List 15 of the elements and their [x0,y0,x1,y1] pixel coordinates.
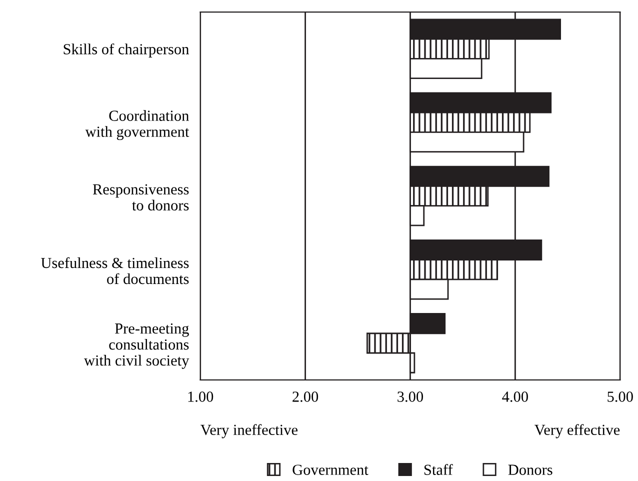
x-tick-label: 4.00 [502,392,528,402]
y-tick-label: Responsiveness to donors [92,184,189,211]
y-tick-label: Skills of chairperson [64,43,189,58]
legend-label: Staff [424,464,453,475]
y-tick-label: Coordination with government [85,110,190,140]
x-tick-label: 5.00 [608,392,633,402]
text: Very effective [534,424,620,438]
legend-label: Donors [508,464,552,475]
text: Very ineffective [200,424,298,438]
y-tick-label: Pre-meeting consultations with civil society [84,323,190,369]
y-tick-label: Usefulness & timeliness of documents [41,257,189,284]
x-tick-label: 3.00 [398,392,424,402]
x-tick-label: 2.00 [292,392,318,402]
x-tick-label: 1.00 [188,392,214,402]
legend-label: Government [292,464,368,475]
